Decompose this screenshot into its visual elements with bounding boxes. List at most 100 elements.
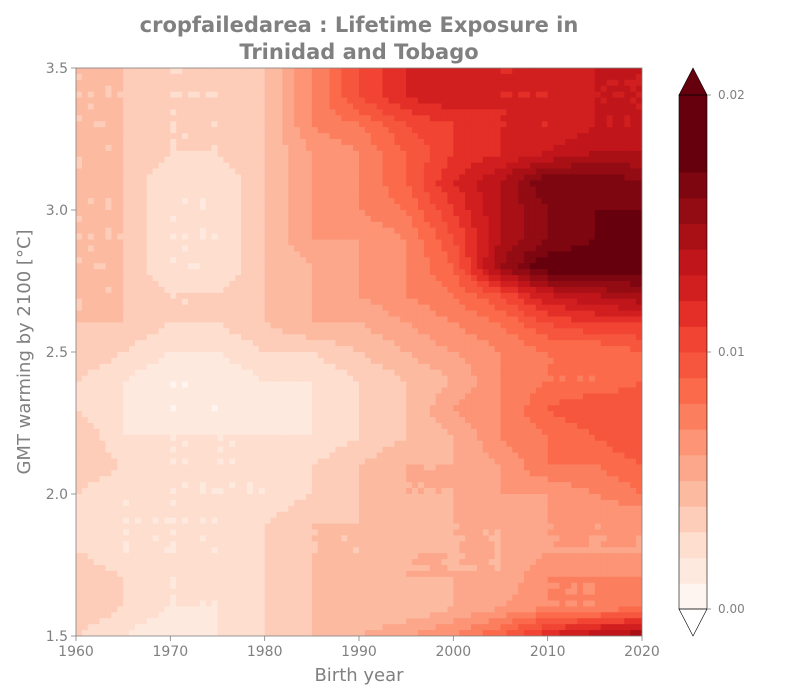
heatmap-cell <box>547 369 555 377</box>
heatmap-cell <box>600 286 608 294</box>
heatmap-cell <box>488 334 496 341</box>
heatmap-cell <box>518 156 525 164</box>
heatmap-cell <box>335 292 342 300</box>
heatmap-cell <box>630 310 637 318</box>
heatmap-cell <box>264 352 272 359</box>
heatmap-cell <box>459 269 466 276</box>
heatmap-cell <box>394 245 401 253</box>
heatmap-cell <box>524 139 531 146</box>
heatmap-cell <box>217 68 224 75</box>
heatmap-cell <box>235 133 242 140</box>
heatmap-cell <box>541 281 549 288</box>
heatmap-cell <box>465 180 472 187</box>
heatmap-cell <box>152 168 160 176</box>
heatmap-cell <box>588 328 596 335</box>
heatmap-cell <box>382 340 390 347</box>
heatmap-cell <box>606 144 614 152</box>
heatmap-cell <box>406 139 413 146</box>
heatmap-cell <box>217 91 224 99</box>
heatmap-cell <box>205 192 213 199</box>
heatmap-cell <box>364 357 372 365</box>
heatmap-cell <box>199 68 207 75</box>
heatmap-cell <box>459 328 466 335</box>
heatmap-cell <box>441 269 449 276</box>
heatmap-cell <box>76 233 83 241</box>
heatmap-cell <box>176 162 183 170</box>
heatmap-cell <box>364 328 372 335</box>
heatmap-cell <box>164 186 171 193</box>
heatmap-cell <box>394 334 401 341</box>
heatmap-cell <box>588 103 596 111</box>
heatmap-cell <box>482 363 490 371</box>
heatmap-cell <box>347 139 354 146</box>
heatmap-cell <box>241 286 248 294</box>
heatmap-cell <box>370 239 378 247</box>
heatmap-cell <box>158 275 166 282</box>
heatmap-cell <box>506 328 513 335</box>
heatmap-cell <box>612 204 620 211</box>
heatmap-cell <box>270 292 278 300</box>
heatmap-cell <box>370 275 378 282</box>
heatmap-cell <box>359 322 366 329</box>
heatmap-cell <box>229 227 236 235</box>
heatmap-cell <box>282 109 289 116</box>
heatmap-cell <box>329 292 337 300</box>
heatmap-cell <box>400 103 407 111</box>
heatmap-cell <box>529 109 537 116</box>
heatmap-cell <box>606 357 614 365</box>
heatmap-cell <box>417 109 425 116</box>
heatmap-cell <box>594 150 602 158</box>
heatmap-cell <box>81 322 89 329</box>
heatmap-cell <box>594 73 602 81</box>
heatmap-cell <box>111 340 118 347</box>
heatmap-cell <box>182 168 189 176</box>
heatmap-cell <box>199 304 207 312</box>
heatmap-cell <box>506 127 513 134</box>
heatmap-cell <box>176 257 183 264</box>
heatmap-cell <box>76 115 83 122</box>
heatmap-cell <box>370 233 378 241</box>
heatmap-cell <box>205 245 213 253</box>
heatmap-cell <box>376 292 384 300</box>
heatmap-cell <box>300 144 307 152</box>
heatmap-cell <box>465 251 472 258</box>
heatmap-cell <box>258 346 266 353</box>
heatmap-cell <box>305 369 313 377</box>
heatmap-cell <box>341 275 348 282</box>
heatmap-cell <box>76 304 83 312</box>
heatmap-cell <box>482 340 490 347</box>
heatmap-cell <box>482 221 490 229</box>
heatmap-cell <box>311 286 319 294</box>
heatmap-cell <box>577 298 584 306</box>
heatmap-cell <box>211 340 219 347</box>
heatmap-cell <box>535 328 543 335</box>
heatmap-cell <box>636 275 642 282</box>
heatmap-cell <box>164 168 171 176</box>
heatmap-cell <box>152 156 160 164</box>
heatmap-cell <box>311 292 319 300</box>
heatmap-cell <box>353 352 360 359</box>
heatmap-cell <box>547 227 555 235</box>
heatmap-cell <box>382 221 390 229</box>
heatmap-cell <box>300 257 307 264</box>
heatmap-cell <box>630 316 637 324</box>
heatmap-cell <box>252 257 260 264</box>
heatmap-cell <box>258 221 266 229</box>
heatmap-cell <box>423 79 431 87</box>
heatmap-cell <box>182 210 189 217</box>
heatmap-cell <box>305 298 313 306</box>
heatmap-cell <box>105 304 112 312</box>
heatmap-cell <box>476 239 484 247</box>
heatmap-cell <box>594 174 602 182</box>
heatmap-cell <box>441 68 449 75</box>
heatmap-cell <box>252 281 260 288</box>
heatmap-cell <box>205 97 213 105</box>
heatmap-cell <box>453 346 460 353</box>
heatmap-cell <box>217 168 224 176</box>
heatmap-cell <box>176 357 183 365</box>
heatmap-cell <box>93 79 101 87</box>
heatmap-cell <box>347 174 354 182</box>
heatmap-cell <box>453 97 460 105</box>
heatmap-cell <box>311 369 319 377</box>
heatmap-cell <box>258 79 266 87</box>
